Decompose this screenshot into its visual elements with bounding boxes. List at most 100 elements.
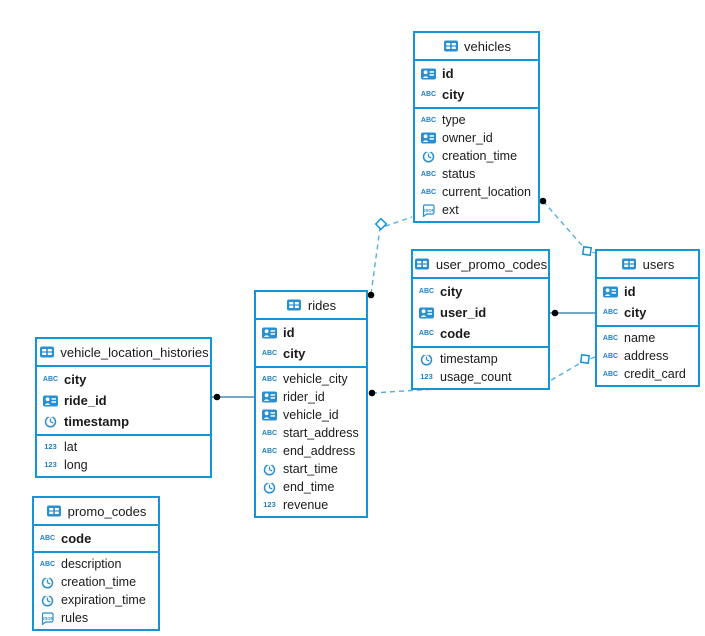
columns-section: timestamp 123 usage_count bbox=[413, 348, 548, 388]
column-row-city[interactable]: ABC city bbox=[413, 281, 548, 302]
column-row-code[interactable]: ABC code bbox=[34, 528, 158, 549]
column-label: user_id bbox=[440, 305, 487, 320]
svg-text:JSON: JSON bbox=[423, 208, 434, 213]
entity-title: users bbox=[642, 256, 675, 272]
entity-users[interactable]: users id ABC city ABC name ABC address ABC credit… bbox=[595, 249, 700, 387]
entity-header-vehicles[interactable]: vehicles bbox=[415, 33, 538, 61]
text-icon: ABC bbox=[418, 288, 435, 295]
column-row-vehicle_city[interactable]: ABC vehicle_city bbox=[256, 370, 366, 388]
column-row-id[interactable]: id bbox=[256, 322, 366, 343]
relationship-line[interactable] bbox=[542, 200, 596, 254]
column-row-creation_time[interactable]: creation_time bbox=[34, 573, 158, 591]
column-label: vehicle_city bbox=[283, 372, 348, 386]
primary-key-section: id ABC city bbox=[256, 320, 366, 368]
column-row-timestamp[interactable]: timestamp bbox=[37, 411, 210, 432]
relationship-start-dot bbox=[213, 393, 221, 401]
column-row-start_address[interactable]: ABC start_address bbox=[256, 424, 366, 442]
column-label: usage_count bbox=[440, 370, 512, 384]
text-icon: ABC bbox=[602, 352, 619, 360]
column-row-lat[interactable]: 123 lat bbox=[37, 438, 210, 456]
entity-header-users[interactable]: users bbox=[597, 251, 698, 279]
primary-key-section: ABC code bbox=[34, 526, 158, 553]
uuid-icon bbox=[602, 286, 619, 298]
column-row-city[interactable]: ABC city bbox=[415, 84, 538, 105]
column-row-rules[interactable]: JSON rules bbox=[34, 609, 158, 627]
text-icon: ABC bbox=[602, 309, 619, 316]
column-label: long bbox=[64, 458, 88, 472]
column-row-ext[interactable]: JSON ext bbox=[415, 201, 538, 219]
entity-vehicle_location_histories[interactable]: vehicle_location_histories ABC city ride_id… bbox=[35, 337, 212, 478]
fk-rides-to-vehicles[interactable] bbox=[367, 216, 413, 299]
relationship-end-marker bbox=[374, 217, 388, 231]
column-row-end_time[interactable]: end_time bbox=[256, 478, 366, 496]
uuid-icon bbox=[420, 68, 437, 80]
entity-header-user_promo_codes[interactable]: user_promo_codes bbox=[413, 251, 548, 279]
fk-vehicle-location-histories-to-rides[interactable] bbox=[212, 393, 254, 401]
column-row-creation_time[interactable]: creation_time bbox=[415, 147, 538, 165]
column-row-usage_count[interactable]: 123 usage_count bbox=[413, 368, 548, 386]
entity-user_promo_codes[interactable]: user_promo_codes ABC city user_id ABC code tim… bbox=[411, 249, 550, 390]
column-row-credit_card[interactable]: ABC credit_card bbox=[597, 365, 698, 383]
number-icon: 123 bbox=[263, 500, 276, 510]
text-icon: ABC bbox=[261, 375, 278, 383]
column-row-description[interactable]: ABC description bbox=[34, 555, 158, 573]
column-label: ride_id bbox=[64, 393, 107, 408]
column-row-type[interactable]: ABC type bbox=[415, 111, 538, 129]
uuid-icon bbox=[261, 327, 278, 339]
uuid-icon bbox=[261, 391, 278, 403]
column-row-timestamp[interactable]: timestamp bbox=[413, 350, 548, 368]
fk-user-promo-codes-to-users[interactable] bbox=[550, 309, 595, 317]
column-row-owner_id[interactable]: owner_id bbox=[415, 129, 538, 147]
entity-promo_codes[interactable]: promo_codes ABC code ABC description creation… bbox=[32, 496, 160, 631]
column-row-start_time[interactable]: start_time bbox=[256, 460, 366, 478]
entity-vehicles[interactable]: vehicles id ABC city ABC type owner_id creation… bbox=[413, 31, 540, 223]
column-row-rider_id[interactable]: rider_id bbox=[256, 388, 366, 406]
entity-header-vehicle_location_histories[interactable]: vehicle_location_histories bbox=[37, 339, 210, 367]
column-row-end_address[interactable]: ABC end_address bbox=[256, 442, 366, 460]
column-label: start_address bbox=[283, 426, 359, 440]
text-icon: ABC bbox=[261, 350, 278, 357]
column-row-id[interactable]: id bbox=[415, 63, 538, 84]
timestamp-icon bbox=[39, 593, 56, 607]
fk-vehicles-to-users[interactable] bbox=[539, 197, 596, 257]
relationship-start-dot bbox=[367, 291, 375, 299]
number-icon: 123 bbox=[420, 372, 433, 382]
column-row-address[interactable]: ABC address bbox=[597, 347, 698, 365]
column-label: status bbox=[442, 167, 476, 181]
uuid-icon bbox=[418, 307, 435, 319]
table-icon bbox=[621, 258, 638, 270]
relationship-end-marker bbox=[579, 353, 591, 365]
column-row-user_id[interactable]: user_id bbox=[413, 302, 548, 323]
column-label: name bbox=[624, 331, 656, 345]
column-row-city[interactable]: ABC city bbox=[256, 343, 366, 364]
timestamp-icon bbox=[261, 480, 278, 494]
column-label: end_time bbox=[283, 480, 335, 494]
primary-key-section: ABC city user_id ABC code bbox=[413, 279, 548, 348]
json-icon: JSON bbox=[39, 611, 56, 625]
entity-rides[interactable]: rides id ABC city ABC vehicle_city rider_id veh… bbox=[254, 290, 368, 518]
column-row-vehicle_id[interactable]: vehicle_id bbox=[256, 406, 366, 424]
column-row-long[interactable]: 123 long bbox=[37, 456, 210, 474]
column-row-city[interactable]: ABC city bbox=[37, 369, 210, 390]
column-row-current_location[interactable]: ABC current_location bbox=[415, 183, 538, 201]
column-row-ride_id[interactable]: ride_id bbox=[37, 390, 210, 411]
column-row-city[interactable]: ABC city bbox=[597, 302, 698, 323]
column-row-revenue[interactable]: 123 revenue bbox=[256, 496, 366, 514]
column-row-status[interactable]: ABC status bbox=[415, 165, 538, 183]
table-icon bbox=[46, 505, 63, 517]
column-label: ext bbox=[442, 203, 459, 217]
column-label: rules bbox=[61, 611, 89, 625]
column-label: id bbox=[624, 284, 636, 299]
relationship-start-dot bbox=[368, 389, 376, 397]
entity-header-rides[interactable]: rides bbox=[256, 292, 366, 320]
relationship-line[interactable] bbox=[370, 216, 413, 295]
column-row-id[interactable]: id bbox=[597, 281, 698, 302]
entity-header-promo_codes[interactable]: promo_codes bbox=[34, 498, 158, 526]
column-label: description bbox=[61, 557, 122, 571]
svg-text:JSON: JSON bbox=[42, 616, 53, 621]
json-icon: JSON bbox=[420, 203, 437, 217]
column-row-name[interactable]: ABC name bbox=[597, 329, 698, 347]
column-row-code[interactable]: ABC code bbox=[413, 323, 548, 344]
column-row-expiration_time[interactable]: expiration_time bbox=[34, 591, 158, 609]
